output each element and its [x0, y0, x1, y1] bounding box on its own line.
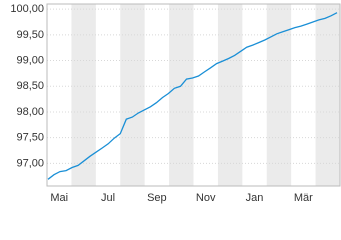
y-tick-label: 99,00	[16, 54, 44, 66]
y-tick-label: 97,00	[16, 157, 44, 169]
month-band	[120, 4, 145, 186]
y-tick-label: 98,00	[16, 106, 44, 118]
x-tick-label: Mär	[294, 192, 313, 204]
price-line	[47, 12, 338, 180]
x-tick-label: Jul	[101, 192, 115, 204]
y-tick-label: 100,00	[10, 3, 44, 15]
month-band	[217, 4, 243, 186]
page: {"chart_data": {"type": "line", "categor…	[10, 3, 341, 204]
month-band	[169, 4, 194, 186]
x-tick-label: Nov	[196, 192, 216, 204]
chart: Mai Jul Sep Nov Jan Mär 97,00 97,50 98,00 98,50 99…	[10, 3, 341, 204]
x-tick-label: Jan	[246, 192, 264, 204]
x-tick-label: Mai	[50, 192, 68, 204]
plot-border	[46, 3, 341, 187]
month-band	[71, 4, 96, 186]
y-tick-label: 99,50	[16, 29, 44, 41]
x-tick-label: Sep	[147, 192, 167, 204]
y-tick-label: 98,50	[16, 80, 44, 92]
month-band	[266, 4, 292, 186]
month-band	[315, 4, 340, 186]
y-tick-label: 97,50	[16, 132, 44, 144]
